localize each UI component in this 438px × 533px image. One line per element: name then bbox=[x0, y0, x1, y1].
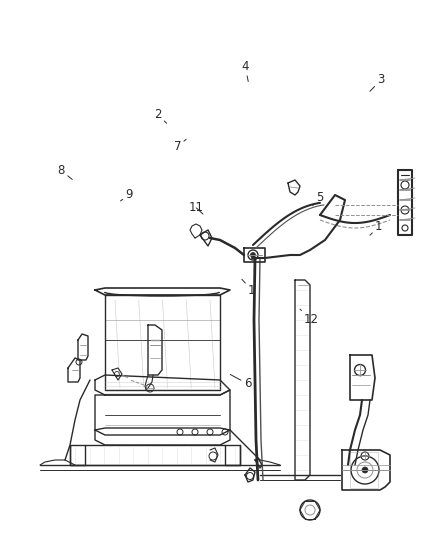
Text: 5: 5 bbox=[313, 191, 323, 206]
Text: 2: 2 bbox=[154, 108, 166, 123]
Text: 4: 4 bbox=[241, 60, 249, 82]
Text: 8: 8 bbox=[58, 164, 72, 180]
Circle shape bbox=[362, 467, 368, 473]
Text: 1: 1 bbox=[242, 279, 256, 297]
Text: 12: 12 bbox=[300, 309, 318, 326]
Text: 7: 7 bbox=[173, 139, 186, 153]
Circle shape bbox=[251, 253, 255, 257]
Text: 1: 1 bbox=[370, 220, 383, 235]
Text: 11: 11 bbox=[189, 201, 204, 214]
Text: 6: 6 bbox=[230, 374, 251, 390]
Text: 9: 9 bbox=[120, 188, 133, 201]
Text: 3: 3 bbox=[370, 74, 385, 91]
